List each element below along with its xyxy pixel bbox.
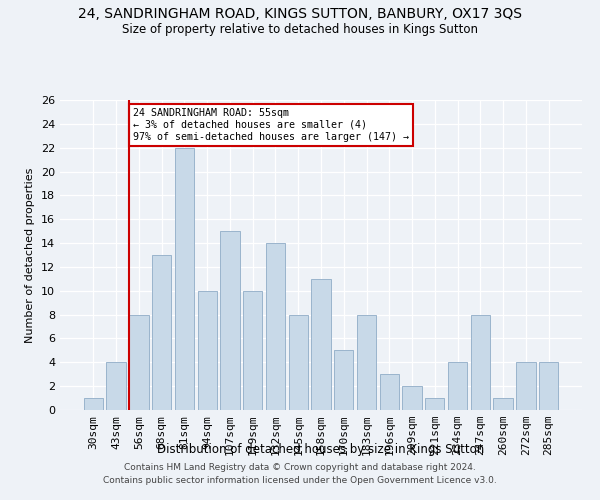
- Bar: [220, 231, 239, 410]
- Text: 24 SANDRINGHAM ROAD: 55sqm
← 3% of detached houses are smaller (4)
97% of semi-d: 24 SANDRINGHAM ROAD: 55sqm ← 3% of detac…: [133, 108, 409, 142]
- Text: Size of property relative to detached houses in Kings Sutton: Size of property relative to detached ho…: [122, 22, 478, 36]
- Y-axis label: Number of detached properties: Number of detached properties: [25, 168, 35, 342]
- Bar: [539, 362, 558, 410]
- Text: Distribution of detached houses by size in Kings Sutton: Distribution of detached houses by size …: [157, 442, 485, 456]
- Text: Contains HM Land Registry data © Crown copyright and database right 2024.: Contains HM Land Registry data © Crown c…: [124, 464, 476, 472]
- Bar: [448, 362, 467, 410]
- Bar: [129, 314, 149, 410]
- Text: 24, SANDRINGHAM ROAD, KINGS SUTTON, BANBURY, OX17 3QS: 24, SANDRINGHAM ROAD, KINGS SUTTON, BANB…: [78, 8, 522, 22]
- Bar: [175, 148, 194, 410]
- Bar: [493, 398, 513, 410]
- Text: Contains public sector information licensed under the Open Government Licence v3: Contains public sector information licen…: [103, 476, 497, 485]
- Bar: [516, 362, 536, 410]
- Bar: [357, 314, 376, 410]
- Bar: [289, 314, 308, 410]
- Bar: [266, 243, 285, 410]
- Bar: [334, 350, 353, 410]
- Bar: [380, 374, 399, 410]
- Bar: [243, 291, 262, 410]
- Bar: [197, 291, 217, 410]
- Bar: [403, 386, 422, 410]
- Bar: [311, 279, 331, 410]
- Bar: [106, 362, 126, 410]
- Bar: [84, 398, 103, 410]
- Bar: [425, 398, 445, 410]
- Bar: [152, 255, 172, 410]
- Bar: [470, 314, 490, 410]
